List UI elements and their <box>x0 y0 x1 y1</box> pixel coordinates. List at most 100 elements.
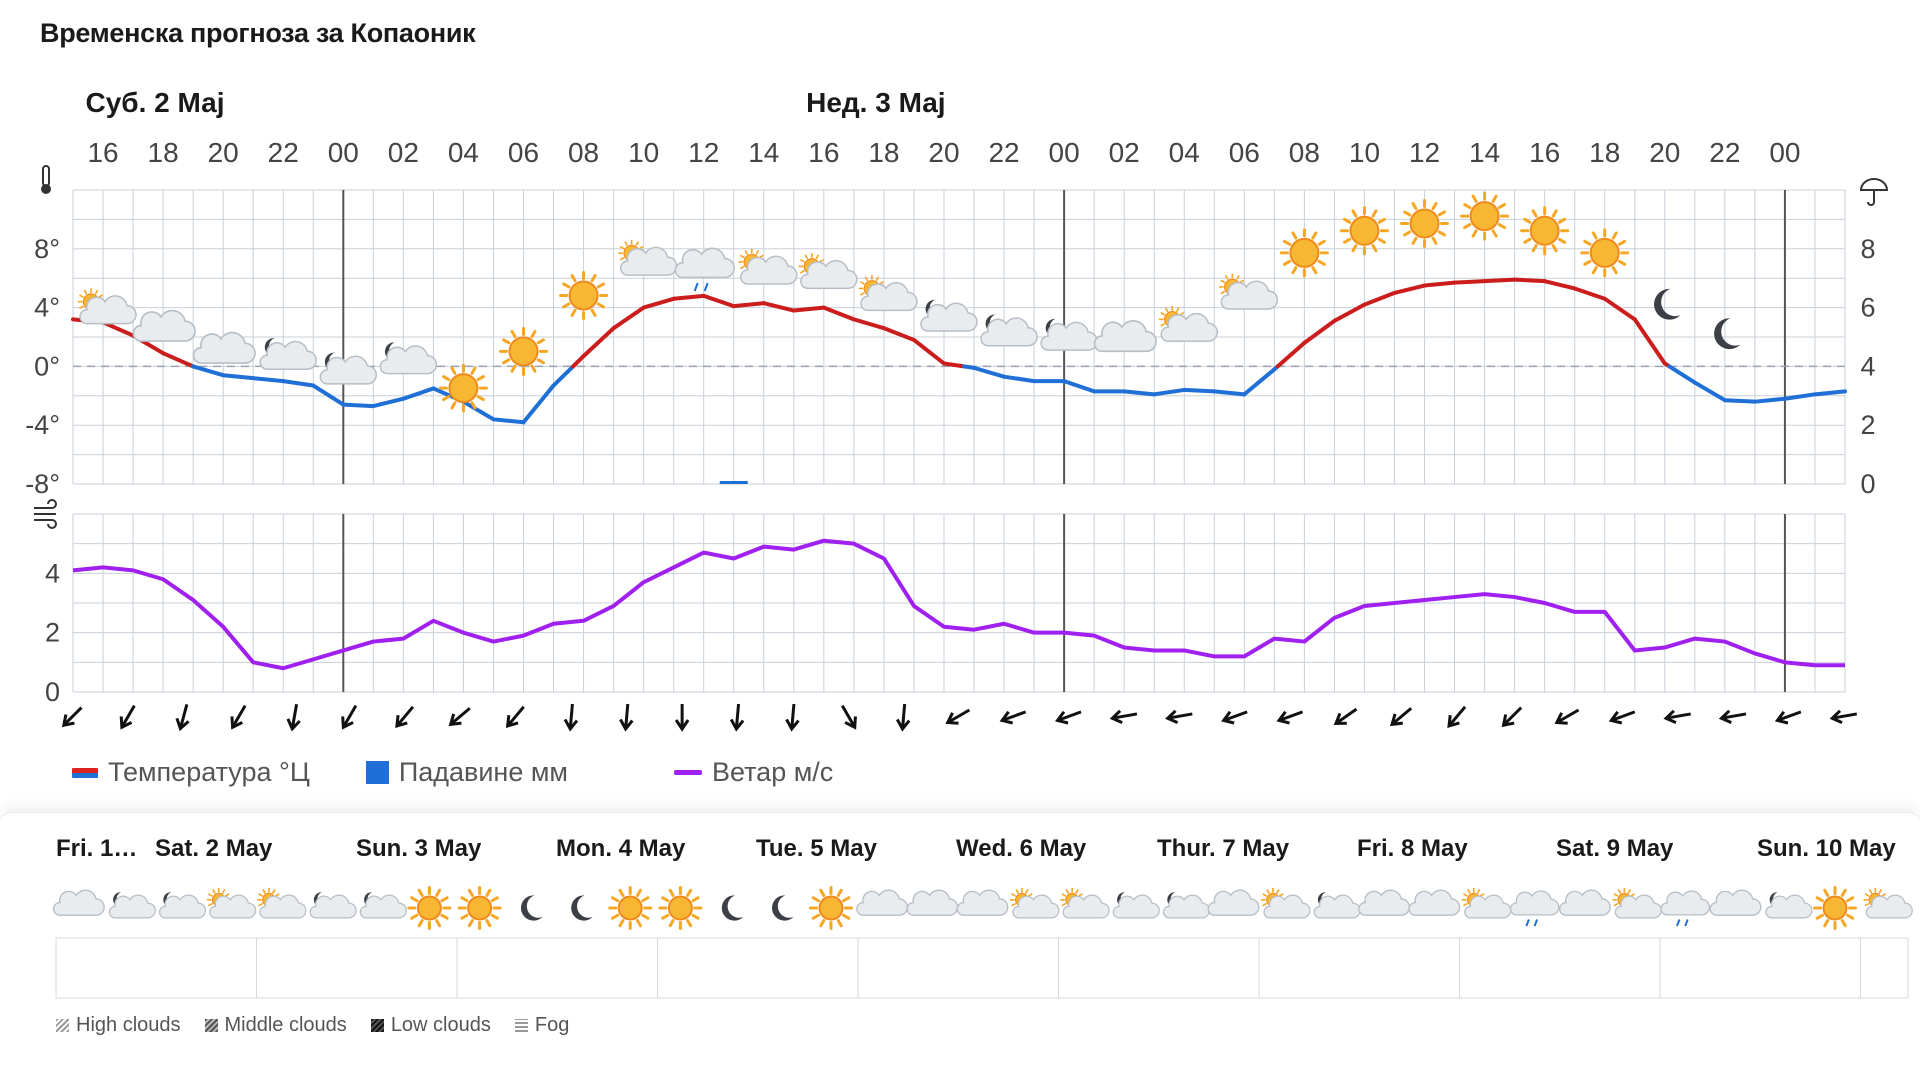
partly-cloudy-night-icon <box>108 892 156 919</box>
precipitation-tick-label: 2 <box>1860 410 1875 440</box>
wind-direction-arrow <box>1501 706 1523 728</box>
cloud-icon <box>52 889 105 916</box>
outlook-day-label: Wed. 6 May <box>956 835 1087 862</box>
temperature-line-segment <box>1275 340 1307 369</box>
temperature-line-segment <box>1512 277 1547 284</box>
fog-swatch <box>514 1019 528 1032</box>
partly-cloudy-day-icon <box>858 274 918 312</box>
temperature-tick-label: 0° <box>34 351 60 381</box>
temperature-line-segment <box>1362 290 1397 307</box>
partly-cloudy-night-icon <box>309 892 357 919</box>
sun-icon <box>658 886 703 930</box>
cloud-icon <box>906 889 959 916</box>
wind-direction-arrow <box>1221 710 1248 725</box>
wind-direction-arrow <box>785 703 800 732</box>
outlook-day-label: Sun. 3 May <box>356 835 482 862</box>
temperature-line-segment <box>1667 364 1697 385</box>
day-header: Суб. 2 Мај <box>86 87 225 118</box>
low-clouds-label: Low clouds <box>390 1014 491 1036</box>
wind-direction-arrow <box>230 704 247 730</box>
moon-icon <box>520 895 543 921</box>
temperature-line-segment <box>821 305 856 322</box>
outlook-day-label: Sat. 9 May <box>1556 835 1674 862</box>
wind-direction-arrow <box>619 703 634 732</box>
day-header: Нед. 3 Мај <box>806 87 946 118</box>
partly-cloudy-night-icon <box>980 314 1038 347</box>
partly-cloudy-day-icon <box>1158 305 1218 343</box>
temperature-line-segment <box>1482 277 1517 284</box>
wind-direction-arrow <box>1663 709 1691 724</box>
hour-tick-label: 22 <box>1709 137 1740 168</box>
temperature-line-segment <box>701 293 736 309</box>
wind-direction-arrow <box>1829 709 1858 724</box>
partly-cloudy-day-icon <box>1218 273 1279 310</box>
cloud-icon <box>1358 889 1410 916</box>
temperature-line-segment <box>641 296 676 310</box>
high-clouds-label: High clouds <box>76 1014 181 1036</box>
temperature-line-segment <box>521 383 556 425</box>
legend-fog: Fog <box>514 1014 570 1037</box>
page-title: Временска прогноза за Копаоник <box>40 18 476 48</box>
sun-icon <box>1460 191 1510 241</box>
temperature-line-segment <box>101 320 136 338</box>
wind-tick-label: 2 <box>45 618 60 648</box>
precipitation-tick-label: 6 <box>1860 293 1875 323</box>
hour-tick-label: 02 <box>1109 137 1140 168</box>
precipitation-swatch <box>365 761 389 784</box>
temperature-line-segment <box>1422 280 1457 288</box>
partly-cloudy-night-icon <box>359 892 407 919</box>
temperature-line-segment <box>1242 367 1277 397</box>
partly-cloudy-night-icon <box>158 892 206 919</box>
hour-tick-label: 06 <box>1229 137 1260 168</box>
moon-icon <box>771 895 794 921</box>
hour-tick-label: 16 <box>1529 137 1560 168</box>
wind-direction-arrow <box>674 704 690 732</box>
wind-direction-arrow <box>729 703 745 732</box>
sun-icon <box>1400 198 1450 248</box>
fog-label: Fog <box>534 1014 570 1036</box>
wind-direction-arrow <box>1333 707 1358 726</box>
temperature-line-segment <box>281 379 316 388</box>
legend-temperature: Температура °Ц <box>72 757 310 788</box>
outlook-day-label: Fri. 8 May <box>1357 835 1468 862</box>
temperature-line-segment <box>1062 379 1097 394</box>
wind-direction-arrow <box>175 704 190 732</box>
cloud-icon <box>132 309 196 342</box>
temperature-line-segment <box>191 364 226 378</box>
partly-cloudy-night-icon <box>1313 892 1361 919</box>
rain-cloud-icon <box>1509 890 1560 927</box>
temperature-line-segment <box>941 361 967 369</box>
temperature-line-segment <box>1602 296 1637 322</box>
hour-tick-label: 08 <box>1289 137 1320 168</box>
outlook-day-label: Sun. 10 May <box>1757 835 1896 862</box>
wind-direction-arrow <box>1774 710 1802 725</box>
sun-icon <box>559 270 609 320</box>
cloud-icon <box>1207 889 1260 916</box>
legend-precipitation-label: Падавине мм <box>398 757 568 787</box>
wind-direction-arrow <box>1447 705 1467 729</box>
wind-icon <box>34 499 57 529</box>
partly-cloudy-day-icon <box>77 288 137 325</box>
partly-cloudy-day-icon <box>1612 887 1662 919</box>
temperature-line-segment <box>1452 279 1487 285</box>
hour-tick-label: 14 <box>748 137 779 168</box>
temperature-line-segment <box>581 326 616 359</box>
hour-tick-label: 00 <box>328 137 359 168</box>
sun-icon <box>1813 886 1857 930</box>
outlook-days-row: Fri. 1 May Sat. 2 May Sun. 3 May Mon. 4 May… <box>0 835 1920 871</box>
temperature-line-segment <box>731 301 766 309</box>
temperature-line-segment <box>251 376 286 384</box>
hour-tick-label: 20 <box>928 137 959 168</box>
wind-direction-arrow <box>945 708 971 725</box>
partly-cloudy-day-icon <box>206 887 257 919</box>
temperature-line-segment <box>571 354 586 369</box>
wind-line <box>72 538 1845 671</box>
partly-cloudy-night-icon <box>259 337 317 370</box>
legend-middle-clouds: Middle clouds <box>204 1014 347 1037</box>
temperature-swatch <box>72 767 98 778</box>
wind-direction-arrow <box>1054 710 1082 725</box>
cloud-icon <box>1093 320 1157 353</box>
hour-tick-label: 18 <box>148 137 179 168</box>
outlook-day-label: Mon. 4 May <box>556 835 686 862</box>
hour-tick-label: 08 <box>568 137 599 168</box>
